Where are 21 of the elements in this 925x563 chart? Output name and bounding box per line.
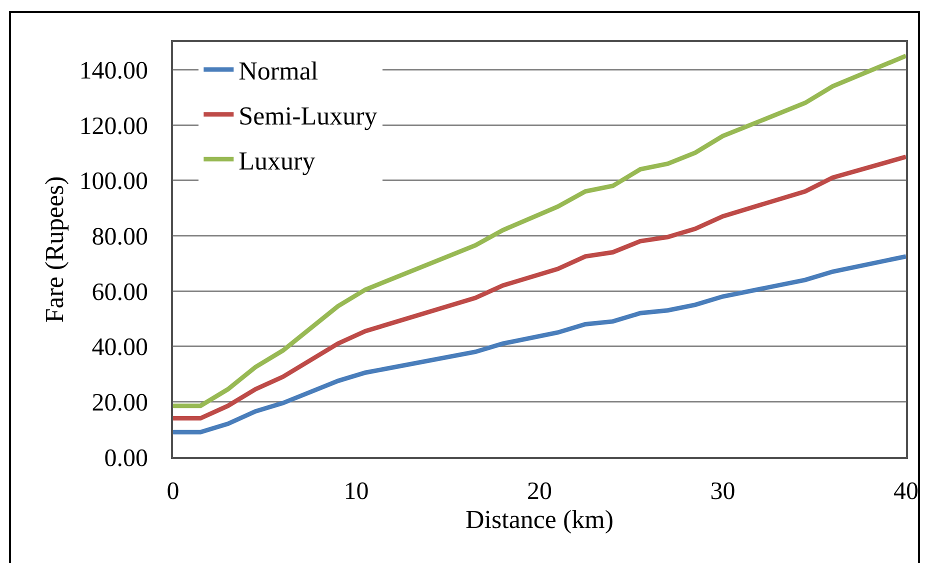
line-series [173, 154, 906, 421]
line-series [173, 54, 906, 408]
y-tick-label: 120.00 [79, 112, 148, 140]
x-axis-title: Distance (km) [465, 505, 614, 534]
x-tick-label: 10 [344, 478, 369, 505]
legend-label: Semi-Luxury [238, 101, 378, 130]
y-tick-label: 0.00 [104, 444, 148, 472]
x-tick-label: 0 [166, 478, 180, 505]
y-tick-label: 60.00 [92, 278, 148, 306]
legend-label: Luxury [238, 146, 316, 176]
y-tick-label: 140.00 [79, 57, 148, 84]
y-tick-label: 40.00 [92, 334, 148, 362]
line-series [173, 254, 906, 434]
legend-label: Normal [238, 56, 318, 86]
y-tick-label: 20.00 [92, 389, 148, 416]
x-tick-label: 20 [527, 478, 552, 505]
y-tick-label: 80.00 [92, 223, 148, 250]
x-tick-label: 40 [894, 478, 918, 505]
y-tick-label: 100.00 [79, 168, 148, 196]
y-axis-title: Fare (Rupees) [40, 176, 70, 323]
x-tick-label: 30 [710, 478, 736, 505]
